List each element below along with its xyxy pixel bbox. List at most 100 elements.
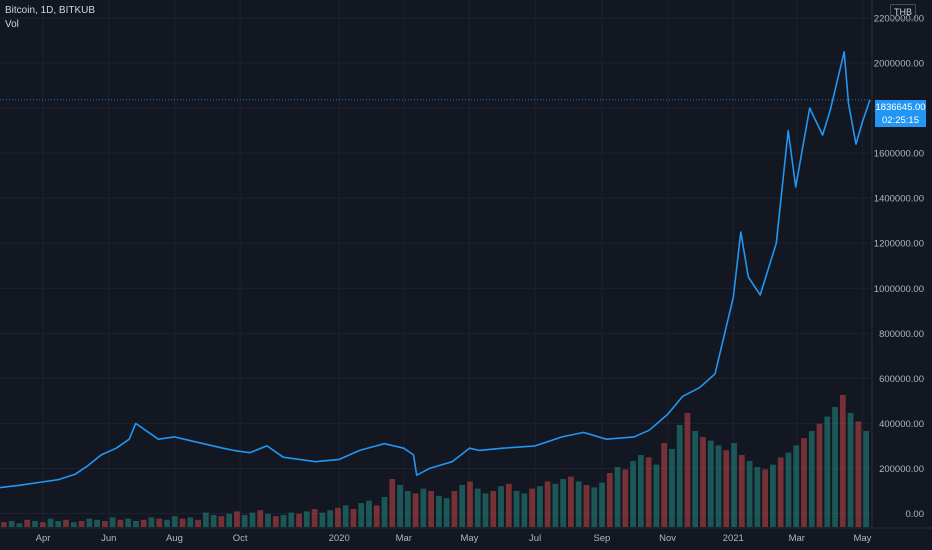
volume-bar xyxy=(412,493,419,527)
volume-bar xyxy=(707,440,714,527)
volume-bar xyxy=(164,519,170,527)
volume-bar xyxy=(770,464,776,527)
volume-bar xyxy=(358,503,365,527)
chart-grid xyxy=(0,0,872,527)
volume-bar xyxy=(801,438,807,527)
x-tick-label: 2021 xyxy=(723,533,744,544)
volume-bar xyxy=(606,473,613,527)
volume-bar xyxy=(8,521,15,527)
volume-bar xyxy=(342,505,349,527)
y-tick-label: 600000.00 xyxy=(879,374,924,385)
x-tick-label: Jun xyxy=(101,533,116,544)
volume-bar xyxy=(117,519,124,527)
volume-bar xyxy=(420,488,427,527)
x-tick-label: Mar xyxy=(789,533,805,544)
volume-bar xyxy=(459,485,466,527)
volume-bar xyxy=(140,519,147,527)
volume-bar xyxy=(653,464,660,527)
volume-bar xyxy=(1,522,7,527)
volume-bar xyxy=(296,513,302,527)
volume-bar xyxy=(622,469,629,527)
volume-bar xyxy=(467,481,473,527)
volume-bar xyxy=(505,483,512,527)
volume-bar xyxy=(397,485,403,527)
volume-bar xyxy=(280,515,287,527)
volume-bar xyxy=(366,500,372,527)
volume-bar xyxy=(793,445,800,527)
volume-bar xyxy=(700,437,706,527)
volume-bar xyxy=(218,516,225,527)
x-tick-label: Apr xyxy=(36,533,51,544)
volume-bar xyxy=(109,517,116,527)
symbol-title[interactable]: Bitcoin, 1D, BITKUB xyxy=(5,5,96,16)
volume-bar xyxy=(746,461,753,527)
volume-bar xyxy=(311,509,318,527)
volume-bar xyxy=(669,449,675,527)
volume-bar xyxy=(816,423,823,527)
volume-bar xyxy=(303,511,310,527)
volume-bar xyxy=(451,491,458,527)
volume-bar xyxy=(202,512,209,527)
volume-bar xyxy=(513,491,520,527)
volume-bar xyxy=(521,493,528,527)
volume-bar xyxy=(101,521,108,527)
volume-bar xyxy=(389,479,396,527)
volume-bar xyxy=(249,512,256,527)
volume-bar xyxy=(738,455,745,527)
volume-bar xyxy=(70,522,77,527)
volume-bar xyxy=(529,488,535,527)
volume-bar xyxy=(536,486,543,527)
x-tick-label: Jul xyxy=(529,533,541,544)
volume-bar xyxy=(272,516,279,527)
volume-bar xyxy=(404,491,411,527)
x-tick-label: Nov xyxy=(659,533,676,544)
y-tick-label: 200000.00 xyxy=(879,464,924,475)
volume-bar xyxy=(32,521,38,527)
volume-bar xyxy=(723,450,730,527)
volume-bar xyxy=(133,521,139,527)
volume-bar xyxy=(187,517,194,527)
volume-bar xyxy=(777,457,784,527)
volume-bar xyxy=(443,498,450,527)
volume-bar xyxy=(327,510,334,527)
x-tick-label: Aug xyxy=(166,533,183,544)
volume-bar xyxy=(731,443,737,527)
volume-bar xyxy=(490,491,497,527)
last-price-label: 1836645.00 02:25:15 xyxy=(875,100,926,127)
volume-bar xyxy=(125,518,132,527)
volume-bar xyxy=(630,461,636,527)
volume-bar xyxy=(614,467,621,527)
currency-button[interactable]: THB xyxy=(890,4,916,20)
volume-bar xyxy=(645,457,652,527)
volume-bar xyxy=(824,416,831,527)
volume-bar xyxy=(241,515,248,527)
volume-bar xyxy=(591,487,598,527)
volume-bar xyxy=(661,443,668,527)
volume-bar xyxy=(94,519,100,527)
volume-label[interactable]: Vol xyxy=(5,19,19,30)
price-series-line xyxy=(0,51,871,489)
volume-bar xyxy=(195,519,201,527)
volume-bar xyxy=(808,431,815,527)
volume-bar xyxy=(226,513,233,527)
volume-bar xyxy=(428,491,434,527)
volume-bar xyxy=(288,512,295,527)
volume-bar xyxy=(47,518,54,527)
volume-bar xyxy=(637,455,644,527)
volume-bar xyxy=(568,476,574,527)
x-tick-label: 2020 xyxy=(329,533,350,544)
volume-bar xyxy=(715,445,722,527)
volume-bar xyxy=(257,510,264,527)
volume-bar xyxy=(560,479,567,527)
volume-bar xyxy=(179,518,186,527)
bar-countdown: 02:25:15 xyxy=(882,115,919,126)
x-tick-label: Mar xyxy=(396,533,412,544)
y-tick-label: 1600000.00 xyxy=(874,149,924,160)
chart-legend: Bitcoin, 1D, BITKUB Vol xyxy=(5,4,95,32)
volume-bar xyxy=(863,431,869,527)
volume-bar xyxy=(148,517,155,527)
time-axis[interactable]: Apr Jun Aug Oct 2020 Mar May Jul Sep Nov 2021 Mar Ma… xyxy=(36,533,872,544)
volume-bar xyxy=(599,482,605,527)
last-price-value: 1836645.00 xyxy=(875,102,926,113)
